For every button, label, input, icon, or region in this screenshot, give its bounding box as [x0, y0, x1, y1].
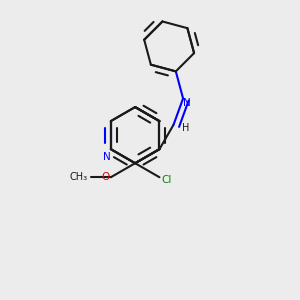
Text: H: H	[182, 123, 189, 133]
Text: CH₃: CH₃	[70, 172, 88, 182]
Text: O: O	[101, 172, 109, 182]
Text: N: N	[182, 98, 190, 108]
Text: Cl: Cl	[161, 175, 172, 185]
Text: N: N	[103, 152, 111, 162]
